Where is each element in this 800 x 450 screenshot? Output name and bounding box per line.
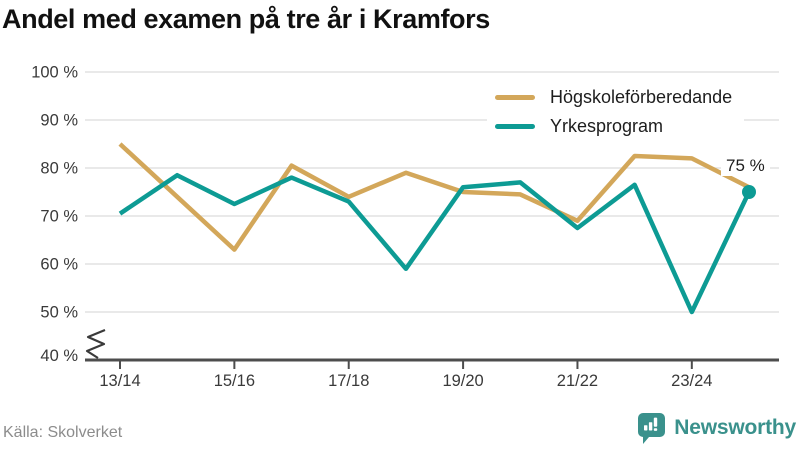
y-tick-label: 80 % [40, 160, 78, 178]
y-tick-label: 90 % [40, 112, 78, 130]
x-tick-label: 17/18 [328, 372, 369, 390]
latest-value-dot [742, 185, 756, 199]
y-axis-break-icon [85, 328, 106, 359]
x-tick-label: 15/16 [214, 372, 255, 390]
series-line-h-gskolef-rberedande [118, 142, 751, 252]
x-tick-label: 21/22 [557, 372, 598, 390]
brand-logo[interactable]: Newsworthy [636, 411, 796, 444]
brand-name: Newsworthy [674, 415, 796, 439]
y-tick-label: 40 % [40, 347, 78, 365]
chart-title: Andel med examen på tre år i Kramfors [2, 4, 490, 34]
x-tick-label: 13/14 [99, 372, 140, 390]
legend-item-yrkesprogram: Yrkesprogram [495, 116, 732, 137]
legend-swatch-icon [495, 95, 535, 100]
y-tick-label: 50 % [40, 304, 78, 322]
source-caption: Källa: Skolverket [3, 424, 123, 441]
y-tick-label: 100 % [31, 64, 78, 82]
legend-label: Yrkesprogram [550, 116, 664, 136]
y-tick-label: 70 % [40, 208, 78, 226]
legend-label: Högskoleförberedande [550, 87, 733, 107]
x-tick-label: 23/24 [671, 372, 712, 390]
legend-item-h-gskolef-rberedande: Högskoleförberedande [495, 87, 732, 108]
series-line-yrkesprogram [118, 172, 752, 315]
legend-swatch-icon [495, 124, 535, 129]
newsworthy-logo-icon [638, 413, 666, 444]
y-tick-label: 60 % [40, 256, 78, 274]
end-value-label: 75 % [721, 156, 770, 176]
x-tick-label: 19/20 [442, 372, 483, 390]
chart-legend: Högskoleförberedande Yrkesprogram [487, 82, 745, 143]
